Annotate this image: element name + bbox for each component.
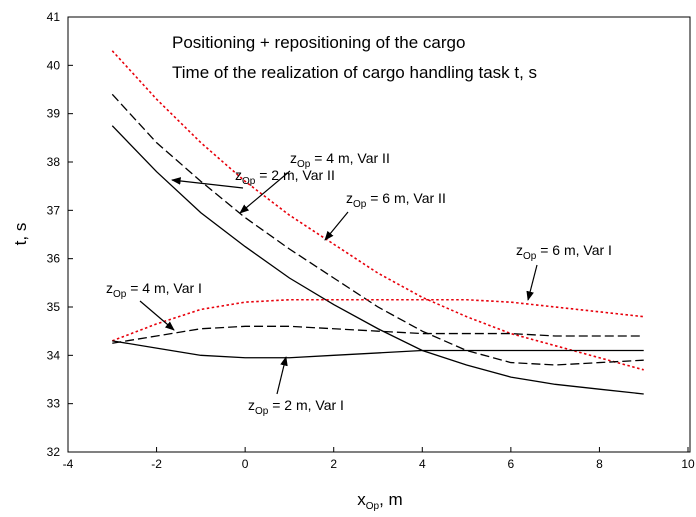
annotation-arrow bbox=[239, 170, 291, 214]
x-tick-label: 2 bbox=[330, 457, 337, 471]
x-tick-label: 10 bbox=[681, 457, 695, 471]
annotation-sub: Op bbox=[255, 406, 269, 417]
annotation-sub: Op bbox=[353, 199, 367, 210]
series-line bbox=[111, 125, 644, 395]
x-tick-label: 8 bbox=[596, 457, 603, 471]
annotation: zOp = 2 m, Var II bbox=[235, 167, 335, 187]
y-tick-label: 35 bbox=[47, 300, 61, 314]
annotation-sub: Op bbox=[113, 289, 127, 300]
series-line bbox=[112, 325, 644, 344]
plot-frame bbox=[67, 16, 691, 453]
annotation-main: z bbox=[248, 397, 255, 413]
x-tick-label: -2 bbox=[151, 457, 162, 471]
x-tick-label: -4 bbox=[63, 457, 74, 471]
annotation-rest: = 4 m, Var I bbox=[126, 280, 202, 296]
annotation-arrow bbox=[526, 264, 538, 301]
y-tick-label: 33 bbox=[47, 397, 61, 411]
annotation: zOp = 6 m, Var II bbox=[346, 190, 446, 210]
y-tick-label: 40 bbox=[47, 58, 61, 72]
annotation: zOp = 6 m, Var I bbox=[516, 242, 612, 262]
annotation-main: z bbox=[106, 280, 113, 296]
x-tick-label: 4 bbox=[419, 457, 426, 471]
x-tick-label: 0 bbox=[242, 457, 249, 471]
title-line: Time of the realization of cargo handlin… bbox=[172, 63, 537, 82]
annotation-rest: = 6 m, Var I bbox=[536, 242, 612, 258]
y-tick-label: 38 bbox=[47, 155, 61, 169]
annotation-sub: Op bbox=[297, 159, 311, 170]
annotation-main: z bbox=[346, 190, 353, 206]
annotation-main: z bbox=[516, 242, 523, 258]
annotation: zOp = 4 m, Var I bbox=[106, 280, 202, 300]
annotation: zOp = 2 m, Var I bbox=[248, 397, 344, 417]
x-axis-label: xOp, m bbox=[357, 490, 402, 512]
annotation-main: z bbox=[235, 167, 242, 183]
annotation-rest: = 4 m, Var II bbox=[310, 150, 390, 166]
annotation-arrow bbox=[139, 300, 175, 331]
annotation-rest: = 2 m, Var II bbox=[255, 167, 335, 183]
title-line: Positioning + repositioning of the cargo bbox=[172, 33, 465, 52]
annotation-sub: Op bbox=[523, 251, 537, 262]
annotation-rest: = 2 m, Var I bbox=[268, 397, 344, 413]
y-tick-label: 34 bbox=[47, 348, 61, 362]
annotation-sub: Op bbox=[242, 176, 256, 187]
annotation-rest: = 6 m, Var II bbox=[366, 190, 446, 206]
series-line bbox=[111, 93, 644, 366]
y-axis-label: t, s bbox=[11, 223, 30, 246]
marks bbox=[67, 16, 689, 453]
series-line bbox=[112, 298, 644, 342]
series-line bbox=[112, 340, 644, 359]
annotation-arrow bbox=[171, 177, 244, 189]
y-tick-label: 39 bbox=[47, 107, 61, 121]
x-tick-label: 6 bbox=[508, 457, 515, 471]
y-tick-label: 37 bbox=[47, 203, 61, 217]
y-tick-label: 36 bbox=[47, 252, 61, 266]
y-tick-label: 32 bbox=[47, 445, 61, 459]
annotation-arrow bbox=[324, 211, 349, 241]
series-line bbox=[111, 50, 644, 371]
y-tick-label: 41 bbox=[47, 10, 61, 24]
annotation: zOp = 4 m, Var II bbox=[290, 150, 390, 170]
annotation-main: z bbox=[290, 150, 297, 166]
annotation-arrow bbox=[276, 356, 288, 395]
